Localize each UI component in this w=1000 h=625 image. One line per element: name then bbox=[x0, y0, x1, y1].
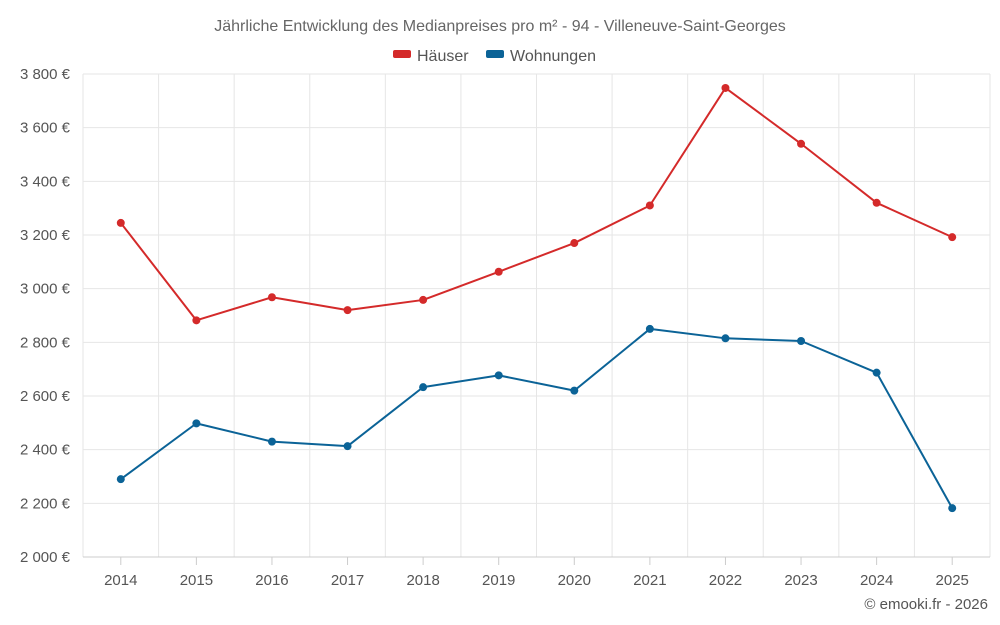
data-point-haeuser[interactable] bbox=[645, 201, 654, 210]
legend-swatch-wohnungen bbox=[486, 50, 504, 58]
data-point-haeuser[interactable] bbox=[948, 233, 957, 242]
chart-title: Jährliche Entwicklung des Medianpreises … bbox=[214, 18, 786, 35]
x-tick-label: 2024 bbox=[860, 572, 893, 589]
x-tick-label: 2017 bbox=[331, 572, 364, 589]
y-tick-label: 2 200 € bbox=[20, 495, 71, 512]
series-line-wohnungen bbox=[120, 327, 954, 509]
x-tick-label: 2015 bbox=[180, 572, 213, 589]
data-point-haeuser[interactable] bbox=[116, 218, 125, 227]
data-point-haeuser[interactable] bbox=[872, 198, 881, 207]
data-point-haeuser[interactable] bbox=[267, 293, 276, 302]
x-tick-label: 2025 bbox=[936, 572, 969, 589]
y-tick-label: 3 200 € bbox=[20, 227, 71, 244]
data-point-haeuser[interactable] bbox=[343, 306, 352, 315]
y-tick-label: 2 600 € bbox=[20, 388, 71, 405]
data-point-haeuser[interactable] bbox=[570, 239, 579, 248]
y-tick-label: 3 800 € bbox=[20, 66, 71, 83]
data-point-wohnungen[interactable] bbox=[721, 334, 730, 343]
y-tick-label: 3 000 € bbox=[20, 281, 71, 298]
series-line-haeuser bbox=[120, 86, 953, 322]
data-point-wohnungen[interactable] bbox=[872, 368, 881, 377]
y-tick-label: 2 400 € bbox=[20, 442, 71, 459]
y-tick-label: 2 000 € bbox=[20, 549, 71, 566]
data-point-haeuser[interactable] bbox=[192, 316, 201, 325]
data-point-wohnungen[interactable] bbox=[948, 504, 957, 513]
grid bbox=[82, 73, 991, 557]
data-point-wohnungen[interactable] bbox=[494, 371, 503, 380]
data-point-haeuser[interactable] bbox=[419, 295, 428, 304]
x-tick-label: 2018 bbox=[406, 572, 439, 589]
data-point-wohnungen[interactable] bbox=[419, 383, 428, 392]
legend-item-haeuser[interactable]: Häuser bbox=[393, 48, 469, 65]
legend-swatch-haeuser bbox=[393, 50, 411, 58]
x-tick-label: 2020 bbox=[558, 572, 591, 589]
data-point-haeuser[interactable] bbox=[797, 139, 806, 148]
legend: Häuser Wohnungen bbox=[393, 48, 596, 65]
data-point-wohnungen[interactable] bbox=[645, 324, 654, 333]
y-tick-label: 2 800 € bbox=[20, 334, 71, 351]
x-tick-label: 2019 bbox=[482, 572, 515, 589]
data-point-haeuser[interactable] bbox=[494, 267, 503, 276]
x-tick-label: 2021 bbox=[633, 572, 666, 589]
data-point-wohnungen[interactable] bbox=[116, 475, 125, 484]
x-tick-label: 2016 bbox=[255, 572, 288, 589]
data-point-wohnungen[interactable] bbox=[570, 386, 579, 395]
data-point-wohnungen[interactable] bbox=[797, 336, 806, 345]
y-tick-label: 3 400 € bbox=[20, 173, 71, 190]
credit-text: © emooki.fr - 2026 bbox=[864, 596, 988, 613]
data-point-wohnungen[interactable] bbox=[267, 437, 276, 446]
data-point-wohnungen[interactable] bbox=[192, 419, 201, 428]
x-tick-label: 2023 bbox=[784, 572, 817, 589]
x-tick-label: 2022 bbox=[709, 572, 742, 589]
axes: 2 000 € 2 200 € 2 400 € 2 600 € 2 800 € 3 000… bbox=[20, 66, 990, 589]
legend-label-wohnungen: Wohnungen bbox=[510, 48, 596, 65]
x-tick-label: 2014 bbox=[104, 572, 137, 589]
legend-item-wohnungen[interactable]: Wohnungen bbox=[486, 48, 596, 65]
data-point-wohnungen[interactable] bbox=[343, 442, 352, 451]
legend-label-haeuser: Häuser bbox=[417, 48, 469, 65]
series-layer bbox=[116, 83, 957, 513]
y-tick-label: 3 600 € bbox=[20, 120, 71, 137]
data-point-haeuser[interactable] bbox=[721, 83, 730, 92]
